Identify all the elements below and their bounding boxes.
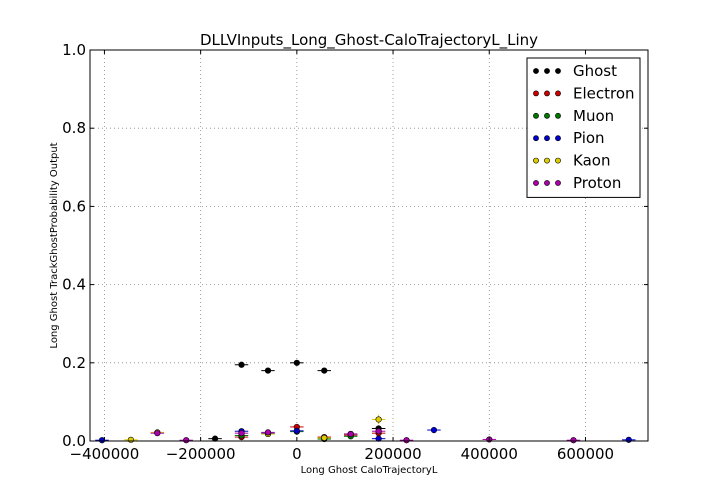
data-point	[264, 367, 272, 374]
series-layer	[95, 359, 636, 444]
legend-marker	[533, 180, 539, 186]
legend-label: Electron	[573, 84, 635, 102]
data-point	[321, 434, 328, 441]
x-tick-label: −200000	[166, 445, 236, 463]
data-point	[127, 436, 134, 443]
x-tick-label: 400000	[461, 445, 518, 463]
y-tick-label: 0.8	[62, 119, 86, 137]
legend-marker	[555, 157, 561, 164]
data-point	[403, 437, 410, 444]
legend-marker	[533, 135, 539, 142]
legend-marker	[533, 112, 539, 119]
data-point	[183, 437, 190, 444]
legend-label: Pion	[573, 129, 605, 147]
x-tick-label: 600000	[557, 445, 614, 463]
legend-marker	[555, 135, 561, 142]
legend-label: Kaon	[573, 152, 610, 170]
ticks: −400000 −200000 0 200000 400000 600000 0.0 0.2 0…	[62, 41, 648, 463]
legend-label: Muon	[573, 107, 614, 125]
data-point	[293, 359, 300, 366]
legend-marker	[533, 90, 539, 97]
legend-box	[526, 57, 641, 198]
y-tick-label: 0.6	[62, 197, 86, 215]
legend-marker	[544, 157, 550, 164]
data-point	[570, 437, 577, 444]
data-point	[375, 416, 382, 423]
legend-marker	[544, 135, 550, 142]
legend-marker	[533, 68, 539, 74]
legend-marker	[555, 90, 561, 97]
legend-label: Proton	[573, 174, 621, 192]
legend-marker	[544, 180, 550, 186]
x-axis-label: Long Ghost CaloTrajectoryL	[301, 465, 438, 476]
legend-marker	[544, 90, 550, 97]
data-point	[154, 430, 161, 437]
series-proton	[150, 428, 581, 444]
data-point	[264, 429, 272, 436]
data-point	[321, 367, 328, 374]
legend-marker	[555, 112, 561, 119]
data-point	[238, 361, 245, 368]
chart-title: DLLVInputs_Long_Ghost-CaloTrajectoryL_Li…	[200, 31, 538, 50]
legend-marker	[555, 180, 561, 186]
data-point	[347, 430, 354, 438]
plot-frame	[89, 49, 649, 442]
legend-label: Ghost	[573, 62, 617, 80]
data-point	[430, 426, 438, 434]
data-point	[293, 427, 300, 434]
y-tick-label: 0.4	[62, 276, 86, 294]
y-tick-label: 1.0	[62, 41, 86, 59]
data-point	[625, 436, 632, 443]
x-tick-label: 200000	[364, 445, 421, 463]
data-point	[238, 430, 245, 437]
data-point	[375, 428, 382, 435]
y-tick-label: 0.0	[62, 432, 86, 450]
y-tick-label: 0.2	[62, 354, 86, 372]
y-axis-label: Long Ghost TrackGhostProbability Output	[49, 142, 60, 348]
legend-marker	[533, 157, 539, 164]
legend-marker	[544, 68, 550, 74]
x-tick-label: −400000	[70, 445, 140, 463]
legend: Ghost Electron Muon Pion Kaon Proton	[526, 57, 641, 198]
x-tick-label: 0	[292, 445, 302, 463]
legend-marker	[544, 112, 550, 119]
legend-marker	[555, 68, 561, 74]
